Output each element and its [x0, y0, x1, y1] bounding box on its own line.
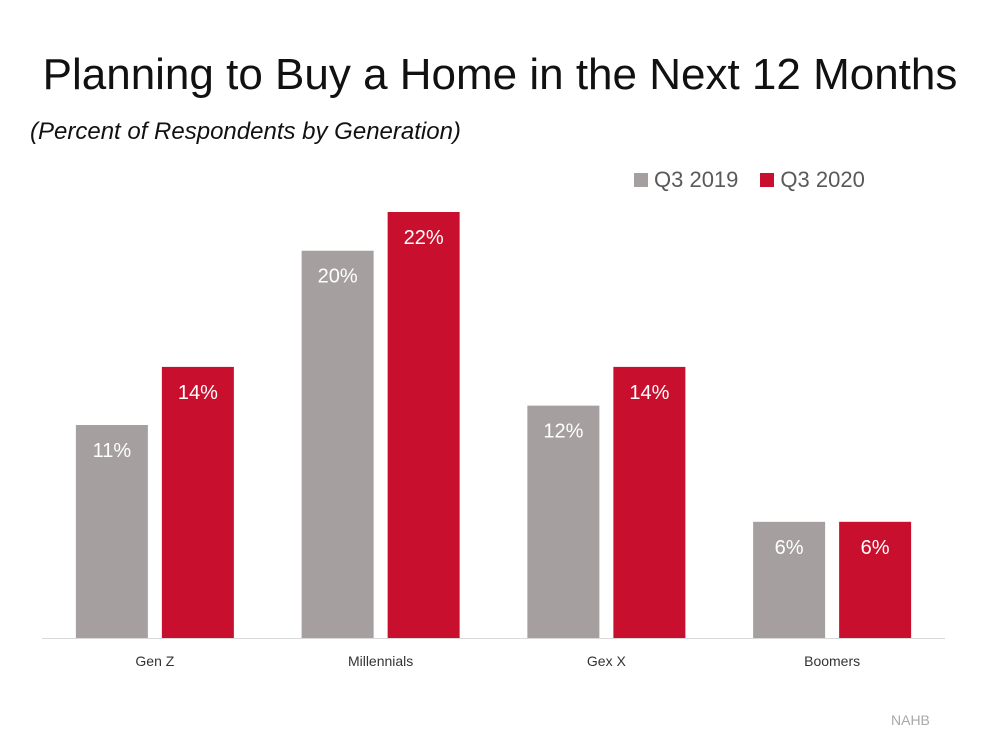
legend-label-q3-2020: Q3 2020 [780, 167, 865, 192]
category-label-gen-z: Gen Z [135, 653, 174, 669]
chart-subtitle: (Percent of Respondents by Generation) [30, 118, 461, 145]
bar-millennials-q3-2019 [301, 250, 374, 638]
legend-item-q3-2020: Q3 2020 [760, 167, 865, 193]
category-label-gex-x: Gex X [587, 653, 627, 669]
data-label-gen-z-q3-2019: 11% [93, 440, 132, 462]
bar-boomers-q3-2020 [839, 521, 912, 638]
legend-swatch-q3-2019 [634, 173, 648, 187]
data-label-gex-x-q3-2020: 14% [629, 382, 669, 404]
data-label-millennials-q3-2019: 20% [318, 266, 358, 288]
legend-swatch-q3-2020 [760, 173, 775, 187]
data-label-gex-x-q3-2019: 12% [543, 421, 583, 443]
category-label-boomers: Boomers [804, 653, 860, 669]
legend: Q3 2019 Q3 2020 [634, 167, 887, 193]
bar-gex-x-q3-2020 [613, 366, 686, 638]
legend-label-q3-2019: Q3 2019 [654, 167, 739, 192]
data-label-boomers-q3-2020: 6% [861, 537, 890, 559]
bar-millennials-q3-2020 [387, 212, 460, 638]
bar-boomers-q3-2019 [753, 521, 826, 638]
data-label-millennials-q3-2020: 22% [404, 227, 444, 249]
category-label-millennials: Millennials [348, 653, 413, 669]
data-label-gen-z-q3-2020: 14% [178, 382, 218, 404]
chart-title: Planning to Buy a Home in the Next 12 Mo… [42, 50, 958, 99]
bar-gen-z-q3-2020 [161, 366, 234, 638]
source-label: NAHB [891, 712, 930, 728]
legend-item-q3-2019: Q3 2019 [634, 167, 738, 193]
bar-gex-x-q3-2019 [527, 405, 600, 638]
bar-gen-z-q3-2019 [75, 425, 148, 638]
data-label-boomers-q3-2019: 6% [775, 537, 804, 559]
